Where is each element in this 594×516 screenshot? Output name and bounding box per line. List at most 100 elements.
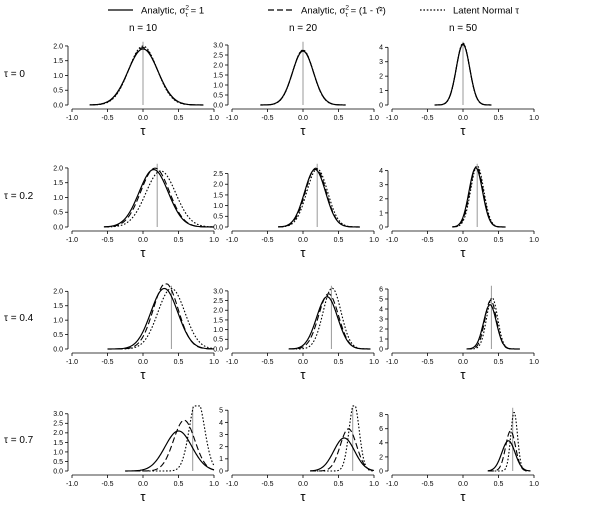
y-tick-label: 3 bbox=[379, 182, 383, 189]
x-axis-label: τ bbox=[300, 245, 306, 260]
x-axis-label: τ bbox=[300, 123, 306, 138]
panel: 0.0 0.5 1.0 1.5 2.0 2.5 3.0 -1.0 -0.5 0.0 0.5 1.0 τ bbox=[213, 41, 379, 138]
x-tick-label: -0.5 bbox=[421, 237, 433, 244]
x-axis-label: τ bbox=[140, 123, 146, 138]
y-tick-label: 4 bbox=[379, 45, 383, 52]
legend-item-dashed: Analytic, σ2 τ = (1 - τ̂²) bbox=[268, 5, 386, 19]
y-tick-label: 3 bbox=[219, 432, 223, 439]
panel: 0 1 2 3 4 -1.0 -0.5 0.0 0.5 1.0 τ bbox=[379, 41, 539, 138]
density-curve-dashed bbox=[452, 165, 506, 228]
y-tick-label: 2 bbox=[379, 454, 383, 461]
x-tick-label: -0.5 bbox=[421, 481, 433, 488]
y-tick-label: 0.0 bbox=[53, 102, 63, 109]
y-tick-label: 1.5 bbox=[53, 440, 63, 447]
x-tick-label: 1.0 bbox=[529, 237, 539, 244]
x-tick-label: -0.5 bbox=[261, 115, 273, 122]
density-curve-solid bbox=[89, 48, 204, 106]
density-curve-dashed bbox=[278, 167, 360, 228]
y-tick-label: 0 bbox=[379, 102, 383, 109]
panel: 0.0 0.5 1.0 1.5 2.0 2.5 -1.0 -0.5 0.0 0.5 1.0 τ bbox=[213, 163, 379, 260]
y-tick-label: 5 bbox=[219, 408, 223, 415]
density-curve-dotted bbox=[278, 168, 360, 228]
density-curve-dotted bbox=[434, 42, 492, 106]
y-tick-label: 3.0 bbox=[213, 42, 223, 49]
y-tick-label: 2.0 bbox=[213, 62, 223, 69]
row-labels: τ = 0 τ = 0.2 τ = 0.4 τ = 0.7 bbox=[4, 69, 34, 446]
y-tick-label: 0.0 bbox=[213, 346, 223, 353]
x-tick-label: 0.0 bbox=[458, 481, 468, 488]
density-curve-solid bbox=[107, 287, 215, 350]
y-tick-label: 3.0 bbox=[53, 411, 63, 418]
density-curve-dotted bbox=[260, 49, 346, 106]
y-tick-label: 4 bbox=[219, 420, 223, 427]
x-tick-label: -1.0 bbox=[386, 359, 398, 366]
y-tick-label: 2.5 bbox=[213, 298, 223, 305]
density-curve-dotted bbox=[107, 287, 215, 350]
y-tick-label: 2.5 bbox=[213, 171, 223, 178]
y-tick-label: 4 bbox=[379, 168, 383, 175]
y-tick-label: 1 bbox=[379, 88, 383, 95]
y-tick-label: 2.0 bbox=[213, 308, 223, 315]
density-curve-dashed bbox=[125, 419, 215, 472]
row-label: τ = 0.2 bbox=[4, 191, 34, 202]
x-tick-label: 1.0 bbox=[369, 115, 379, 122]
density-curve-dotted bbox=[288, 287, 371, 350]
x-tick-label: 1.0 bbox=[529, 359, 539, 366]
y-tick-label: 2.0 bbox=[53, 289, 63, 296]
y-tick-label: 1.0 bbox=[53, 73, 63, 80]
y-tick-label: 0.0 bbox=[53, 346, 63, 353]
x-tick-label: 1.0 bbox=[369, 237, 379, 244]
x-tick-label: 1.0 bbox=[529, 481, 539, 488]
x-axis-label: τ bbox=[460, 489, 466, 504]
y-tick-label: 2.0 bbox=[53, 430, 63, 437]
y-tick-label: 0 bbox=[379, 468, 383, 475]
density-curve-dashed bbox=[310, 428, 375, 472]
x-tick-label: -1.0 bbox=[66, 237, 78, 244]
x-tick-label: -1.0 bbox=[66, 115, 78, 122]
panel: 0 1 2 3 4 5 6 -1.0 -0.5 0.0 0.5 1.0 τ bbox=[379, 285, 539, 382]
legend-label: Latent Normal τ bbox=[453, 6, 519, 17]
x-tick-label: -1.0 bbox=[226, 237, 238, 244]
y-tick-label: 1 bbox=[379, 210, 383, 217]
density-curve-dashed bbox=[107, 283, 215, 350]
y-tick-label: 3 bbox=[379, 316, 383, 323]
y-tick-label: 3 bbox=[379, 59, 383, 66]
y-tick-label: 2.0 bbox=[213, 182, 223, 189]
density-curve-dashed bbox=[103, 167, 215, 228]
density-curve-dotted bbox=[466, 297, 520, 350]
y-tick-label: 0.5 bbox=[213, 214, 223, 221]
y-tick-label: 2.0 bbox=[53, 165, 63, 172]
x-tick-label: 1.0 bbox=[209, 481, 219, 488]
x-tick-label: -1.0 bbox=[226, 115, 238, 122]
y-tick-label: 0.0 bbox=[213, 224, 223, 231]
y-tick-label: 1.5 bbox=[213, 192, 223, 199]
legend-item-dotted: Latent Normal τ bbox=[420, 6, 519, 17]
x-tick-label: 0.0 bbox=[298, 115, 308, 122]
x-tick-label: 1.0 bbox=[209, 115, 219, 122]
x-tick-label: 0.0 bbox=[298, 237, 308, 244]
panel: 0 1 2 3 4 -1.0 -0.5 0.0 0.5 1.0 τ bbox=[379, 163, 539, 260]
density-curve-solid bbox=[487, 440, 531, 472]
density-curve-dotted bbox=[125, 405, 215, 472]
y-tick-label: 5 bbox=[379, 296, 383, 303]
y-tick-label: 1.0 bbox=[53, 195, 63, 202]
y-tick-label: 4 bbox=[379, 440, 383, 447]
x-tick-label: 0.5 bbox=[494, 359, 504, 366]
y-tick-label: 2 bbox=[379, 74, 383, 81]
x-tick-label: -0.5 bbox=[421, 359, 433, 366]
y-tick-label: 1.0 bbox=[213, 203, 223, 210]
x-axis-label: τ bbox=[460, 367, 466, 382]
x-axis-label: τ bbox=[460, 245, 466, 260]
panel: 0 2 4 6 8 -1.0 -0.5 0.0 0.5 1.0 τ bbox=[379, 407, 539, 504]
x-tick-label: 0.5 bbox=[334, 481, 344, 488]
density-curve-solid bbox=[466, 304, 520, 350]
x-axis-label: τ bbox=[460, 123, 466, 138]
x-tick-label: -0.5 bbox=[421, 115, 433, 122]
panel: 0.0 0.5 1.0 1.5 2.0 2.5 3.0 -1.0 -0.5 0.0 0.5 1.0 τ bbox=[213, 285, 379, 382]
y-tick-label: 0.0 bbox=[53, 224, 63, 231]
x-axis-label: τ bbox=[300, 489, 306, 504]
x-tick-label: -1.0 bbox=[66, 481, 78, 488]
y-tick-label: 2.5 bbox=[53, 421, 63, 428]
y-tick-label: 3.0 bbox=[213, 288, 223, 295]
